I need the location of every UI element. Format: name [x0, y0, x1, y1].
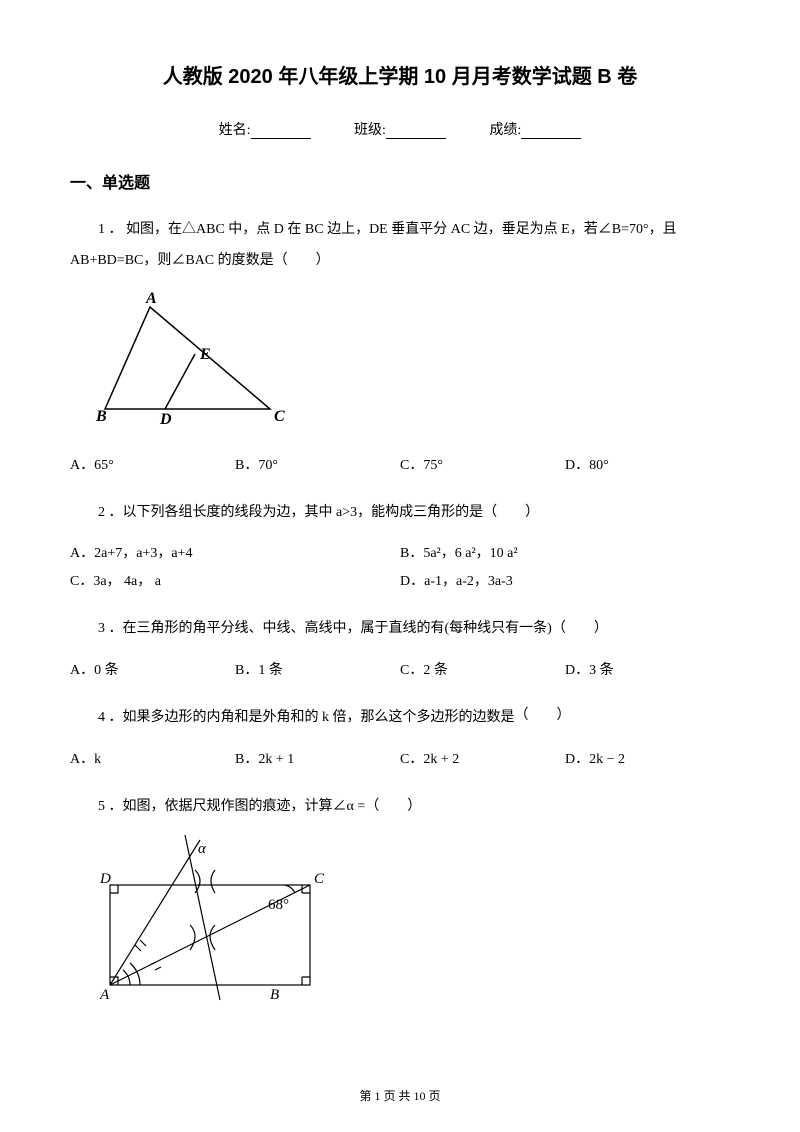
page-footer: 第 1 页 共 10 页	[0, 1087, 800, 1104]
q3-opt-a: A．0 条	[70, 657, 235, 685]
q5-figure: D C A B α 68°	[90, 835, 730, 1010]
q1-text: 1 ． 如图，在△ABC 中，点 D 在 BC 边上，DE 垂直平分 AC 边，…	[70, 215, 730, 277]
q5-text: 5 ．如图，依据尺规作图的痕迹，计算∠α =（ ）	[70, 792, 730, 823]
label-A: A	[145, 290, 157, 307]
q4-paren: （ ）	[515, 708, 571, 723]
q3-text: 3 ．在三角形的角平分线、中线、高线中，属于直线的有(每种线只有一条)（ ）	[70, 614, 730, 645]
q2-opt-b: B．5a²，6 a²，10 a²	[400, 540, 730, 568]
q4-prefix: 4 ．如果多边形的内角和是外角和的 k 倍，那么这个多边形的边数是	[98, 710, 515, 725]
q2-opt-c: C．3a， 4a， a	[70, 568, 400, 596]
q4-text: 4 ．如果多边形的内角和是外角和的 k 倍，那么这个多边形的边数是（ ）	[70, 703, 730, 734]
label-E: E	[199, 346, 211, 363]
label-B: B	[270, 987, 279, 1003]
q3-opt-c: C．2 条	[400, 657, 565, 685]
q3-opt-b: B．1 条	[235, 657, 400, 685]
label-D: D	[99, 871, 111, 887]
score-label: 成绩:	[489, 123, 521, 138]
q1-opt-b: B．70°	[235, 452, 400, 480]
label-D: D	[159, 411, 172, 428]
label-B: B	[95, 408, 107, 425]
q4-opt-a: A．k	[70, 746, 235, 774]
q2-opt-a: A．2a+7，a+3，a+4	[70, 540, 400, 568]
q4-opt-b: B．2k + 1	[235, 746, 400, 774]
q3-options: A．0 条 B．1 条 C．2 条 D．3 条	[70, 657, 730, 685]
q1-opt-a: A．65°	[70, 452, 235, 480]
section-1-header: 一、单选题	[70, 169, 730, 193]
q3-opt-d: D．3 条	[565, 657, 730, 685]
q4-options: A．k B．2k + 1 C．2k + 2 D．2k − 2	[70, 746, 730, 774]
q2-options: A．2a+7，a+3，a+4 B．5a²，6 a²，10 a² C．3a， 4a…	[70, 540, 730, 596]
label-A: A	[99, 987, 110, 1003]
label-alpha: α	[198, 841, 207, 857]
name-label: 姓名:	[219, 123, 251, 138]
q2-opt-d: D．a-1，a-2，3a-3	[400, 568, 730, 596]
label-C: C	[274, 408, 285, 425]
q1-figure: A B C D E	[90, 289, 730, 434]
class-label: 班级:	[354, 123, 386, 138]
label-C: C	[314, 871, 325, 887]
q1-opt-d: D．80°	[565, 452, 730, 480]
q1-opt-c: C．75°	[400, 452, 565, 480]
q4-opt-c: C．2k + 2	[400, 746, 565, 774]
student-info-row: 姓名: 班级: 成绩:	[70, 119, 730, 139]
q2-text: 2 ．以下列各组长度的线段为边，其中 a>3，能构成三角形的是（ ）	[70, 498, 730, 529]
name-blank	[251, 125, 311, 139]
q4-opt-d: D．2k − 2	[565, 746, 730, 774]
page-title: 人教版 2020 年八年级上学期 10 月月考数学试题 B 卷	[70, 60, 730, 89]
q1-options: A．65° B．70° C．75° D．80°	[70, 452, 730, 480]
label-68: 68°	[268, 897, 289, 913]
class-blank	[386, 125, 446, 139]
score-blank	[521, 125, 581, 139]
